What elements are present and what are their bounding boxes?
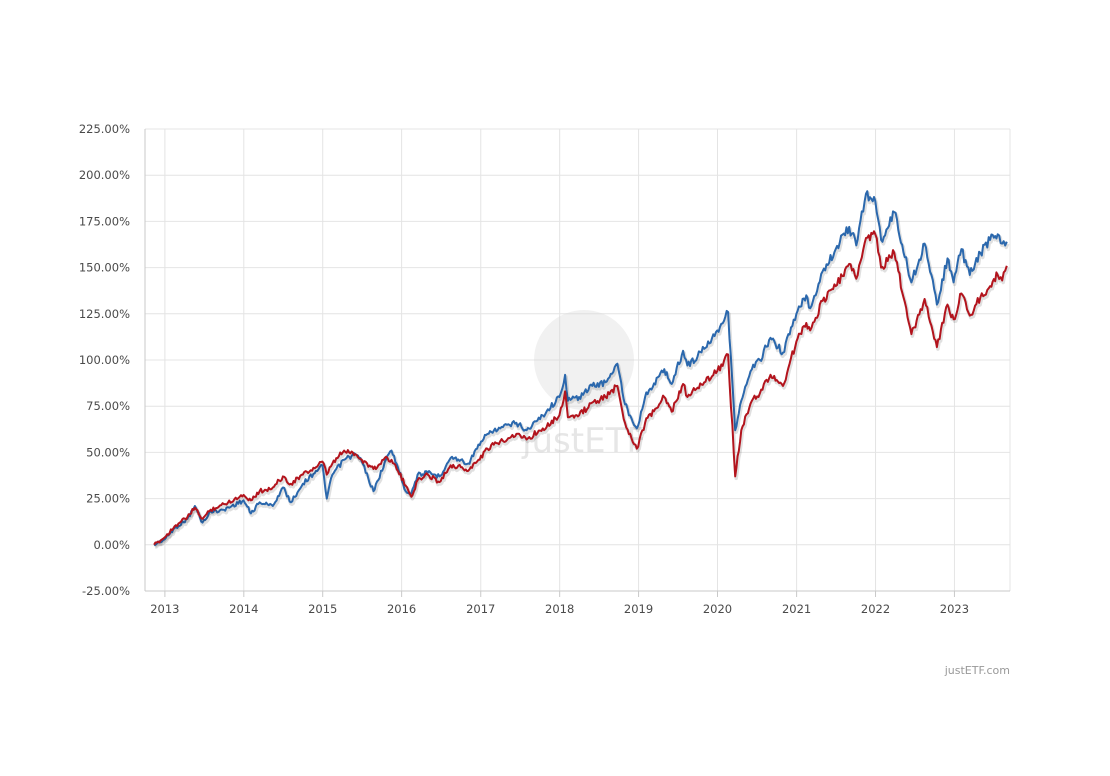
x-tick-label: 2015 bbox=[308, 602, 337, 616]
x-tick-label: 2019 bbox=[624, 602, 653, 616]
grid-layer bbox=[145, 128, 1010, 592]
watermark: justETF bbox=[521, 310, 646, 461]
axis-layer bbox=[144, 129, 1011, 597]
x-axis-tick-labels: 2013 2014 2015 2016 2017 2018 2019 2020 2021 2022… bbox=[150, 602, 969, 616]
x-tick-label: 2018 bbox=[545, 602, 574, 616]
x-tick-label: 2021 bbox=[782, 602, 811, 616]
y-tick-label: 175.00% bbox=[79, 214, 130, 228]
y-tick-label: 200.00% bbox=[79, 168, 130, 182]
x-tick-label: 2016 bbox=[387, 602, 416, 616]
watermark-text: justETF bbox=[521, 421, 646, 461]
y-tick-label: 50.00% bbox=[86, 445, 130, 459]
series-layer bbox=[153, 190, 1010, 549]
y-tick-label: 150.00% bbox=[79, 261, 130, 275]
watermark-logo-circle bbox=[534, 310, 634, 410]
y-tick-label: 225.00% bbox=[79, 122, 130, 136]
x-tick-label: 2013 bbox=[150, 602, 179, 616]
x-tick-label: 2022 bbox=[861, 602, 890, 616]
series-line-blue[interactable] bbox=[154, 190, 1008, 546]
series-line-shadow bbox=[153, 231, 1010, 548]
y-tick-label: 25.00% bbox=[86, 492, 130, 506]
x-tick-label: 2023 bbox=[940, 602, 969, 616]
y-tick-label: 125.00% bbox=[79, 307, 130, 321]
y-tick-label: 0.00% bbox=[93, 538, 130, 552]
source-credit[interactable]: justETF.com bbox=[944, 664, 1010, 677]
y-tick-label: -25.00% bbox=[82, 584, 130, 598]
y-tick-label: 100.00% bbox=[79, 353, 130, 367]
y-tick-label: 75.00% bbox=[86, 399, 130, 413]
x-tick-label: 2014 bbox=[229, 602, 258, 616]
x-tick-label: 2017 bbox=[466, 602, 495, 616]
x-tick-label: 2020 bbox=[703, 602, 732, 616]
series-line-red[interactable] bbox=[153, 230, 1008, 546]
y-axis-tick-labels: -25.00% 0.00% 25.00% 50.00% 75.00% 100.00% 125… bbox=[79, 122, 130, 598]
